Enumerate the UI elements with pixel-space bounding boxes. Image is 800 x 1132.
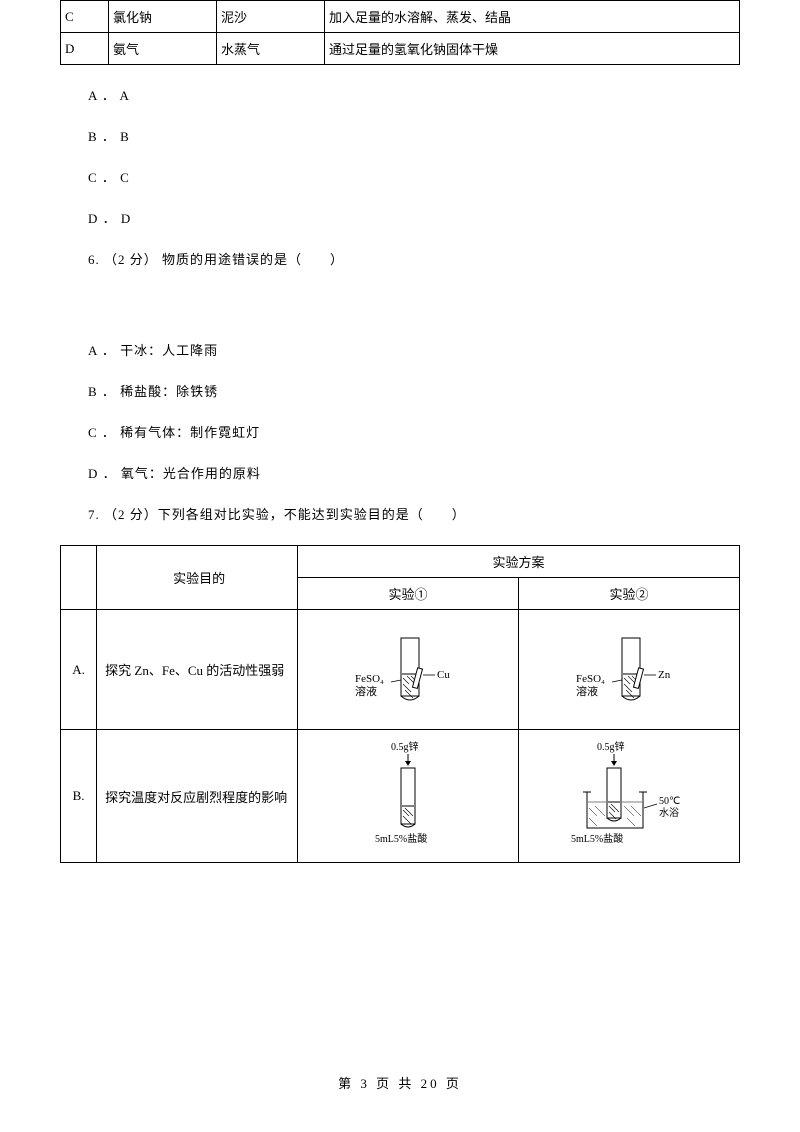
cell: 水蒸气: [217, 33, 325, 65]
diagram-b2: 0.5g锌: [519, 730, 740, 863]
header-exp1: 实验①: [298, 578, 519, 610]
tube-cu-diagram: Cu FeSO₄ 溶液: [333, 620, 483, 720]
bottom-label: 5mL5%盐酸: [375, 832, 427, 845]
purpose-cell: 探究温度对反应剧烈程度的影响: [97, 730, 298, 863]
option: A ． A: [88, 85, 740, 104]
solution-label: FeSO₄: [576, 673, 605, 685]
table-header: 实验目的 实验方案: [61, 546, 740, 578]
cell: 氨气: [109, 33, 217, 65]
row-idx: B.: [61, 730, 97, 863]
diagram-a2: Zn FeSO₄ 溶液: [519, 610, 740, 730]
table-row: B. 探究温度对反应剧烈程度的影响 0.5g锌 5mL5%盐酸 0.5g锌: [61, 730, 740, 863]
experiment-table: 实验目的 实验方案 实验① 实验② A. 探究 Zn、Fe、Cu 的活动性强弱: [60, 545, 740, 863]
option: C ． 稀有气体：制作霓虹灯: [88, 422, 740, 441]
q5-options: A ． A B ． B C ． C D ． D: [88, 85, 740, 227]
q7-stem: 7. （2 分）下列各组对比实验，不能达到实验目的是（ ）: [88, 504, 740, 523]
q6-options: A ． 干冰：人工降雨 B ． 稀盐酸：除铁锈 C ． 稀有气体：制作霓虹灯 D…: [88, 340, 740, 482]
table-row: C 氯化钠 泥沙 加入足量的水溶解、蒸发、结晶: [61, 1, 740, 33]
solution-label: FeSO₄: [355, 673, 384, 685]
top-label: 0.5g锌: [391, 740, 419, 753]
option: D ． D: [88, 208, 740, 227]
option: D ． 氧气：光合作用的原料: [88, 463, 740, 482]
solution-label2: 溶液: [576, 684, 598, 698]
option: A ． 干冰：人工降雨: [88, 340, 740, 359]
top-label: 0.5g锌: [597, 740, 625, 753]
header-scheme: 实验方案: [298, 546, 740, 578]
tube-zn-diagram: Zn FeSO₄ 溶液: [554, 620, 704, 720]
row-idx: D: [61, 33, 109, 65]
header-blank: [61, 546, 97, 610]
purpose-cell: 探究 Zn、Fe、Cu 的活动性强弱: [97, 610, 298, 730]
cell: 通过足量的氢氧化钠固体干燥: [325, 33, 740, 65]
option: B ． B: [88, 126, 740, 145]
cell: 泥沙: [217, 1, 325, 33]
cell: 氯化钠: [109, 1, 217, 33]
cell: 加入足量的水溶解、蒸发、结晶: [325, 1, 740, 33]
table-row: A. 探究 Zn、Fe、Cu 的活动性强弱 Cu FeSO₄ 溶液: [61, 610, 740, 730]
option: C ． C: [88, 167, 740, 186]
header-exp2: 实验②: [519, 578, 740, 610]
metal-label: Cu: [437, 669, 450, 681]
q6-stem: 6. （2 分） 物质的用途错误的是（ ）: [88, 249, 740, 268]
tube-bath-diagram: 0.5g锌: [539, 736, 719, 856]
bath-label: 水浴: [659, 807, 679, 819]
row-idx: C: [61, 1, 109, 33]
diagram-a1: Cu FeSO₄ 溶液: [298, 610, 519, 730]
page-footer: 第 3 页 共 20 页: [0, 1073, 800, 1092]
diagram-b1: 0.5g锌 5mL5%盐酸: [298, 730, 519, 863]
solution-label2: 溶液: [355, 684, 377, 698]
table-row: D 氨气 水蒸气 通过足量的氢氧化钠固体干燥: [61, 33, 740, 65]
bottom-label: 5mL5%盐酸: [571, 832, 623, 845]
substance-table: C 氯化钠 泥沙 加入足量的水溶解、蒸发、结晶 D 氨气 水蒸气 通过足量的氢氧…: [60, 0, 740, 65]
option: B ． 稀盐酸：除铁锈: [88, 381, 740, 400]
tube-hcl-diagram: 0.5g锌 5mL5%盐酸: [333, 736, 483, 856]
bath-temp: 50℃: [659, 796, 680, 807]
header-purpose: 实验目的: [97, 546, 298, 610]
row-idx: A.: [61, 610, 97, 730]
metal-label: Zn: [658, 669, 671, 681]
